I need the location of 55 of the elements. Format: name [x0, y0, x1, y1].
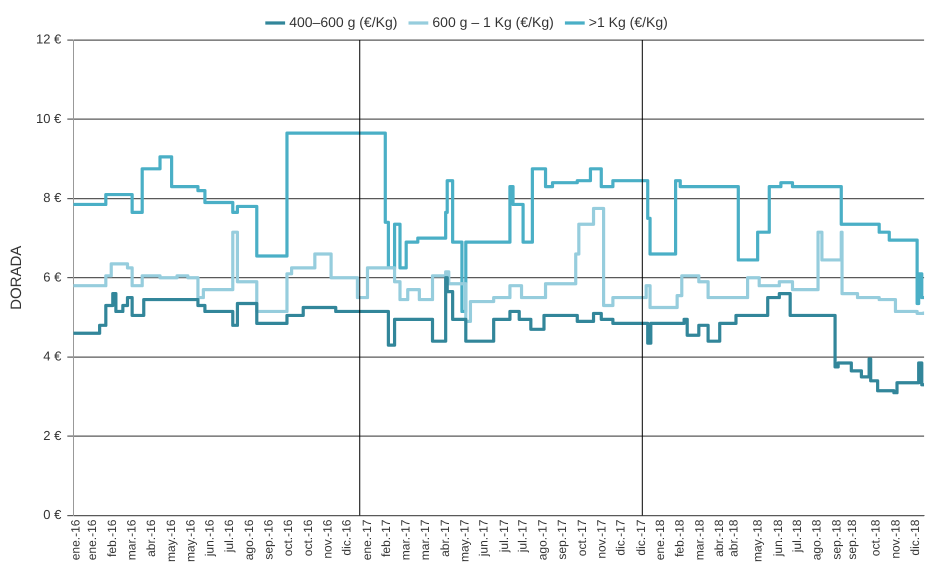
x-tick-label: nov.-16 [320, 519, 334, 559]
y-axis-title: DORADA [8, 246, 26, 310]
x-tick-label: mar.-17 [418, 519, 432, 560]
x-tick-label: oct.-17 [575, 519, 590, 556]
x-tick-label: sep.-18 [845, 519, 860, 560]
x-tick-label: dic.-17 [614, 519, 628, 556]
x-tick-label: sep.-16 [261, 519, 276, 560]
x-tick-label: sep.-17 [554, 519, 569, 560]
x-tick-label: oct.-16 [280, 519, 295, 556]
x-tick-label: ene.-18 [653, 519, 668, 560]
x-tick-label: jun.-16 [202, 519, 217, 558]
x-tick-label: jul.-17 [496, 519, 511, 554]
y-tick-label: 0 € [43, 507, 62, 522]
x-tick-label: may.-16 [183, 519, 198, 562]
x-tick-label: sep.-18 [830, 519, 844, 560]
x-tick-label: feb.-17 [379, 519, 394, 557]
x-tick-label: abr.-17 [438, 519, 452, 557]
legend-label: 600 g – 1 Kg (€/Kg) [432, 14, 554, 30]
x-tick-label: jul.-17 [515, 519, 530, 554]
x-tick-label: jun.-17 [476, 519, 491, 558]
legend-label: 400–600 g (€/Kg) [289, 14, 398, 30]
x-tick-label: abr.-18 [726, 519, 741, 557]
x-tick-label: mar.-16 [124, 519, 138, 560]
x-tick-label: may.-16 [164, 519, 178, 562]
x-tick-label: ago.-18 [810, 519, 824, 560]
y-tick-label: 6 € [43, 269, 62, 284]
x-tick-label: oct.-16 [300, 519, 315, 556]
y-tick-label: 10 € [36, 110, 62, 126]
x-tick-label: ene.-17 [360, 519, 374, 560]
x-tick-label: abr.-18 [712, 519, 726, 557]
y-tick-label: 4 € [43, 348, 62, 364]
x-tick-label: feb.-18 [672, 519, 687, 557]
y-tick-label: 8 € [43, 190, 62, 206]
y-tick-label: 2 € [43, 428, 62, 443]
x-tick-label: ago.-16 [242, 519, 256, 560]
x-tick-label: abr.-16 [144, 519, 158, 557]
x-tick-label: mar.-17 [398, 519, 412, 560]
x-tick-label: nov.-17 [594, 519, 608, 559]
y-tick-label: 12 € [36, 32, 62, 47]
x-tick-label: nov.-18 [888, 519, 903, 559]
x-tick-label: dic.-18 [908, 519, 922, 556]
x-tick-label: jul.-18 [790, 519, 804, 554]
x-tick-label: jul.-16 [222, 519, 236, 554]
x-tick-label: feb.-16 [105, 519, 120, 557]
x-tick-label: may.-17 [457, 519, 472, 562]
x-tick-label: jun.-18 [770, 519, 785, 558]
x-tick-label: ene.-16 [68, 519, 83, 560]
x-tick-label: ene.-16 [84, 519, 99, 560]
x-tick-label: oct.-18 [868, 519, 882, 556]
legend-label: >1 Kg (€/Kg) [588, 14, 668, 30]
x-tick-label: may.-18 [750, 519, 765, 562]
x-tick-label: dic.-17 [634, 519, 648, 556]
x-tick-label: mar.-18 [692, 519, 707, 560]
x-tick-label: dic.-16 [340, 519, 354, 556]
x-tick-label: ago.-17 [536, 519, 550, 560]
